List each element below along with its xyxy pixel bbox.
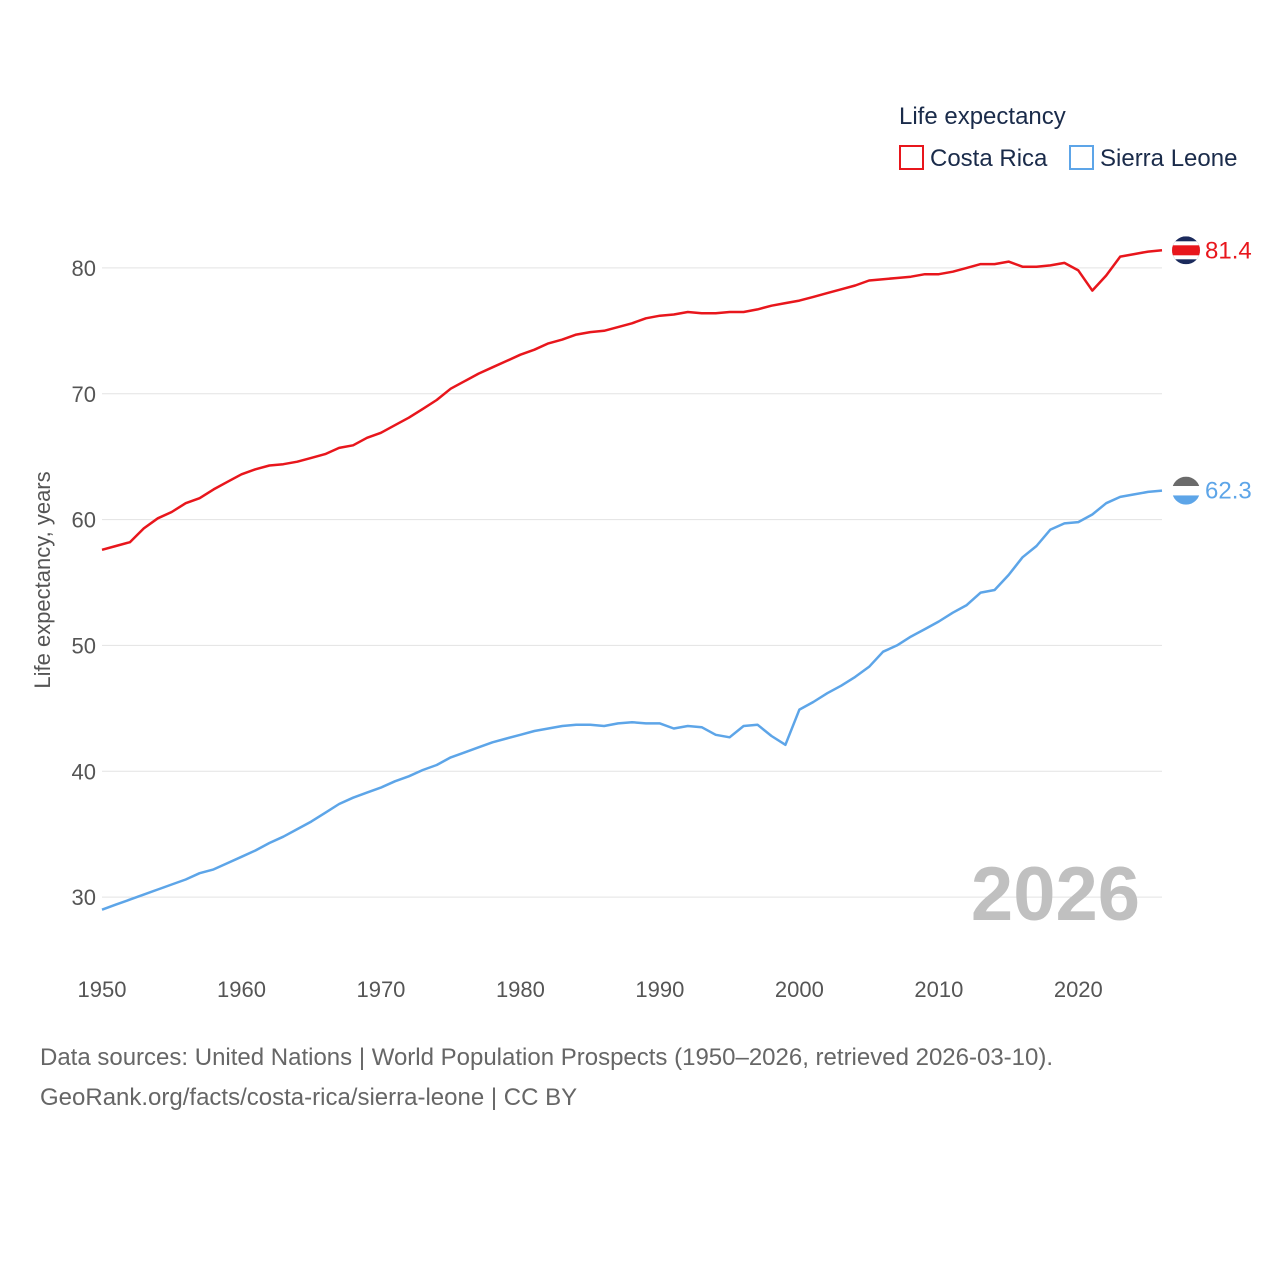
y-tick-label: 60	[72, 508, 96, 533]
y-tick-label: 50	[72, 633, 96, 658]
series-line-sierra-leone[interactable]	[101, 489, 1163, 911]
legend-swatch-costa-rica	[899, 145, 924, 170]
series-line-costa-rica[interactable]	[101, 249, 1163, 552]
x-tick-label: 1960	[217, 977, 266, 1002]
legend-item-costa-rica[interactable]: Costa Rica	[899, 145, 1048, 172]
legend-title: Life expectancy	[899, 103, 1066, 130]
footer-attribution: GeoRank.org/facts/costa-rica/sierra-leon…	[40, 1084, 578, 1111]
y-axis-label: Life expectancy, years	[30, 471, 55, 688]
y-tick-label: 70	[72, 382, 96, 407]
x-tick-label: 2010	[914, 977, 963, 1002]
x-tick-label: 1980	[496, 977, 545, 1002]
x-axis: 1950 1960 1970 1980 1990 2000 2010 2020	[78, 977, 1103, 1002]
end-markers: 81.4 62.3	[1172, 236, 1252, 505]
legend-label-sierra-leone: Sierra Leone	[1100, 145, 1237, 172]
flag-icon-costa-rica	[1172, 236, 1200, 265]
year-watermark: 2026	[971, 852, 1140, 937]
x-tick-label: 1990	[635, 977, 684, 1002]
end-label-sierra-leone: 62.3	[1205, 478, 1252, 505]
end-label-costa-rica: 81.4	[1205, 237, 1252, 264]
y-axis: 30 40 50 60 70 80	[72, 256, 96, 910]
legend[interactable]: Life expectancy Costa Rica Sierra Leone	[899, 103, 1237, 172]
footer-sources: Data sources: United Nations | World Pop…	[40, 1044, 1054, 1071]
x-tick-label: 1950	[78, 977, 127, 1002]
legend-swatch-sierra-leone	[1069, 145, 1094, 170]
x-tick-label: 1970	[356, 977, 405, 1002]
y-tick-label: 30	[72, 885, 96, 910]
y-tick-label: 40	[72, 759, 96, 784]
flag-icon-sierra-leone	[1172, 476, 1200, 505]
legend-item-sierra-leone[interactable]: Sierra Leone	[1069, 145, 1237, 172]
series-group	[101, 249, 1163, 911]
y-tick-label: 80	[72, 256, 96, 281]
x-tick-label: 2020	[1054, 977, 1103, 1002]
line-chart: 30 40 50 60 70 80 1950 1960 1970 1980 1990 2000 201…	[30, 103, 1252, 1002]
x-tick-label: 2000	[775, 977, 824, 1002]
legend-label-costa-rica: Costa Rica	[930, 145, 1048, 172]
grid-lines	[102, 267, 1162, 898]
